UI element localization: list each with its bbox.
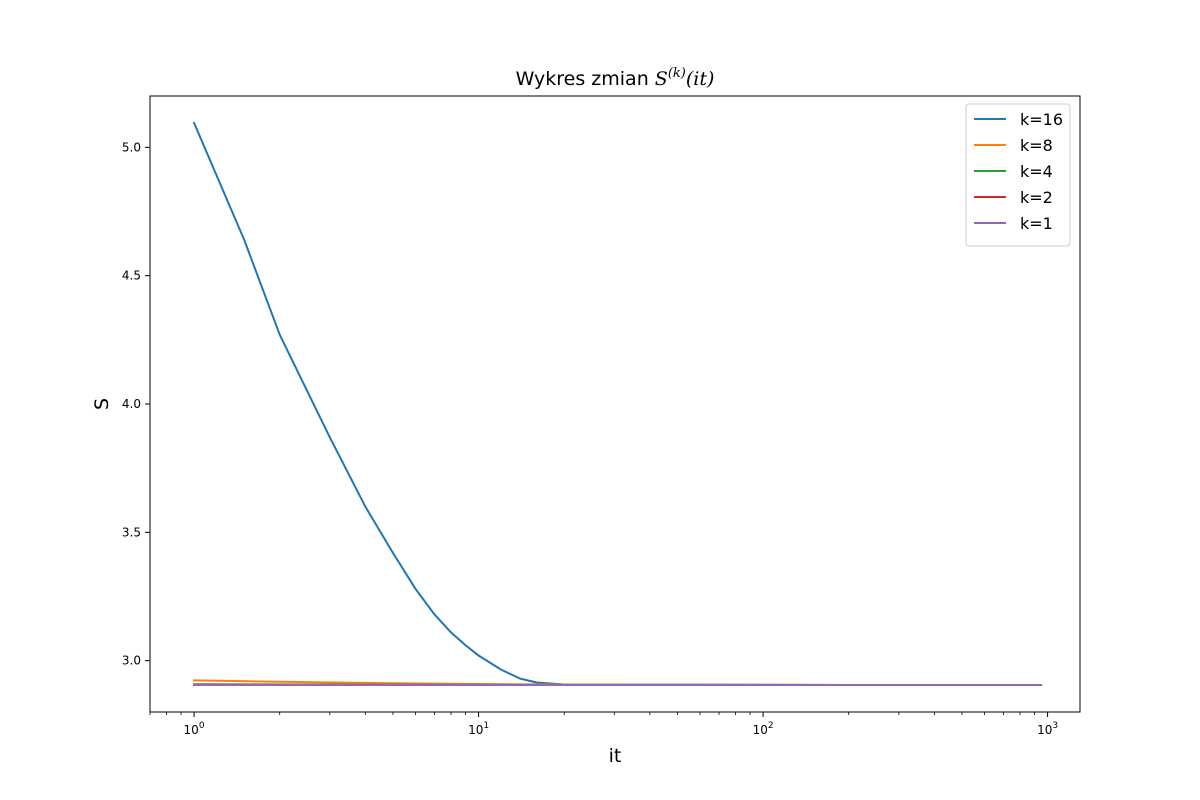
x-tick-label: 100: [184, 721, 205, 737]
legend-label: k=1: [1020, 214, 1053, 233]
x-tick-label-exponent: 3: [1052, 721, 1058, 731]
x-tick-label: 102: [753, 721, 774, 737]
legend-label: k=8: [1020, 136, 1053, 155]
legend-label: k=16: [1020, 110, 1063, 129]
series-layer: [192, 121, 1043, 687]
chart-title: Wykres zmian S(k)(it): [516, 66, 715, 90]
chart-title-argument: (it): [686, 68, 715, 90]
x-tick-label-base: 10: [468, 723, 483, 737]
y-axis-ticks: 3.0 3.5 4.0 4.5 5.0: [122, 140, 150, 668]
legend-box: [965, 103, 1071, 247]
x-tick-label-exponent: 1: [483, 721, 489, 731]
x-tick-label: 103: [1037, 721, 1058, 737]
x-tick-label: 101: [468, 721, 489, 737]
y-axis-label: S: [91, 398, 113, 410]
chart-title-superscript: (k): [668, 66, 686, 81]
x-axis-label: it: [609, 745, 622, 767]
y-tick-label: 4.0: [122, 397, 141, 411]
x-tick-label-exponent: 2: [768, 721, 774, 731]
legend: k=16 k=8 k=4 k=2 k=1: [965, 103, 1071, 247]
x-tick-label-exponent: 0: [199, 721, 205, 731]
x-axis-ticks: 100 101 102 103: [149, 712, 1058, 737]
y-tick-label: 3.5: [122, 525, 141, 539]
y-tick-label: 5.0: [122, 140, 141, 154]
chart-title-prefix: Wykres zmian: [516, 68, 655, 90]
x-tick-label-base: 10: [753, 723, 768, 737]
x-tick-label-base: 10: [184, 723, 199, 737]
y-tick-label: 3.0: [122, 654, 141, 668]
legend-label: k=2: [1020, 188, 1053, 207]
chart-title-symbol: S: [655, 68, 668, 90]
x-tick-label-base: 10: [1037, 723, 1052, 737]
y-tick-label: 4.5: [122, 269, 141, 283]
legend-label: k=4: [1020, 162, 1053, 181]
